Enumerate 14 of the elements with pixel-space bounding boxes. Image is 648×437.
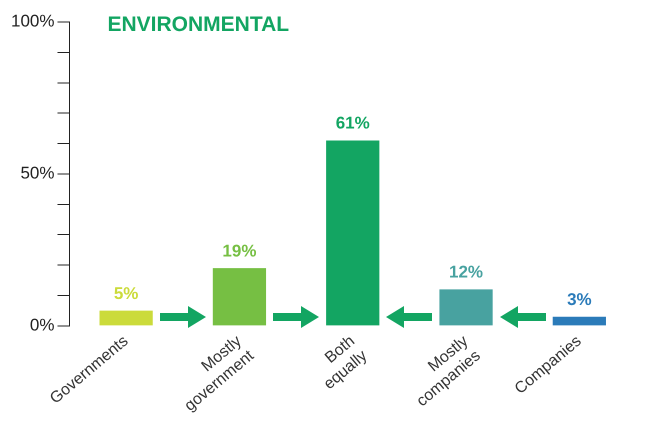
y-tick-label: 50%	[20, 164, 54, 183]
bar	[439, 289, 493, 326]
bar	[212, 268, 266, 326]
y-tick-label: 100%	[10, 12, 54, 31]
y-tick-label: 0%	[30, 316, 54, 335]
bar	[326, 140, 380, 326]
data-label: 12%	[449, 262, 484, 282]
data-label: 19%	[222, 241, 256, 260]
data-label: 61%	[336, 114, 370, 133]
bar	[552, 316, 606, 326]
bar	[100, 310, 153, 326]
chart-title: ENVIRONMENTAL	[107, 12, 290, 36]
data-label: 3%	[567, 290, 592, 309]
data-label: 5%	[114, 284, 138, 303]
